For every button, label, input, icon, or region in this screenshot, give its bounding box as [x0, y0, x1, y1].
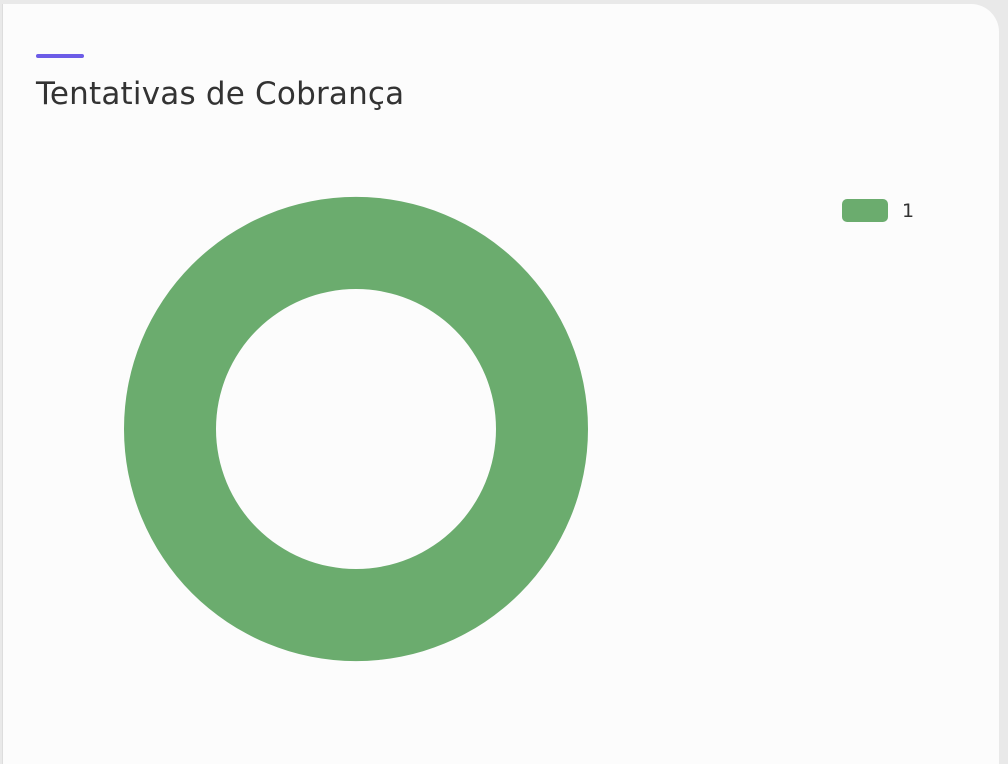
- legend-label: 1: [902, 199, 915, 222]
- legend: 1: [842, 199, 914, 222]
- card-title: Tentativas de Cobrança: [36, 76, 405, 112]
- donut-slice-1[interactable]: [123, 196, 589, 662]
- chart-card: Tentativas de Cobrança 1: [2, 4, 999, 764]
- donut-chart: [123, 196, 589, 662]
- title-accent-bar: [36, 54, 84, 58]
- legend-swatch[interactable]: [842, 199, 888, 222]
